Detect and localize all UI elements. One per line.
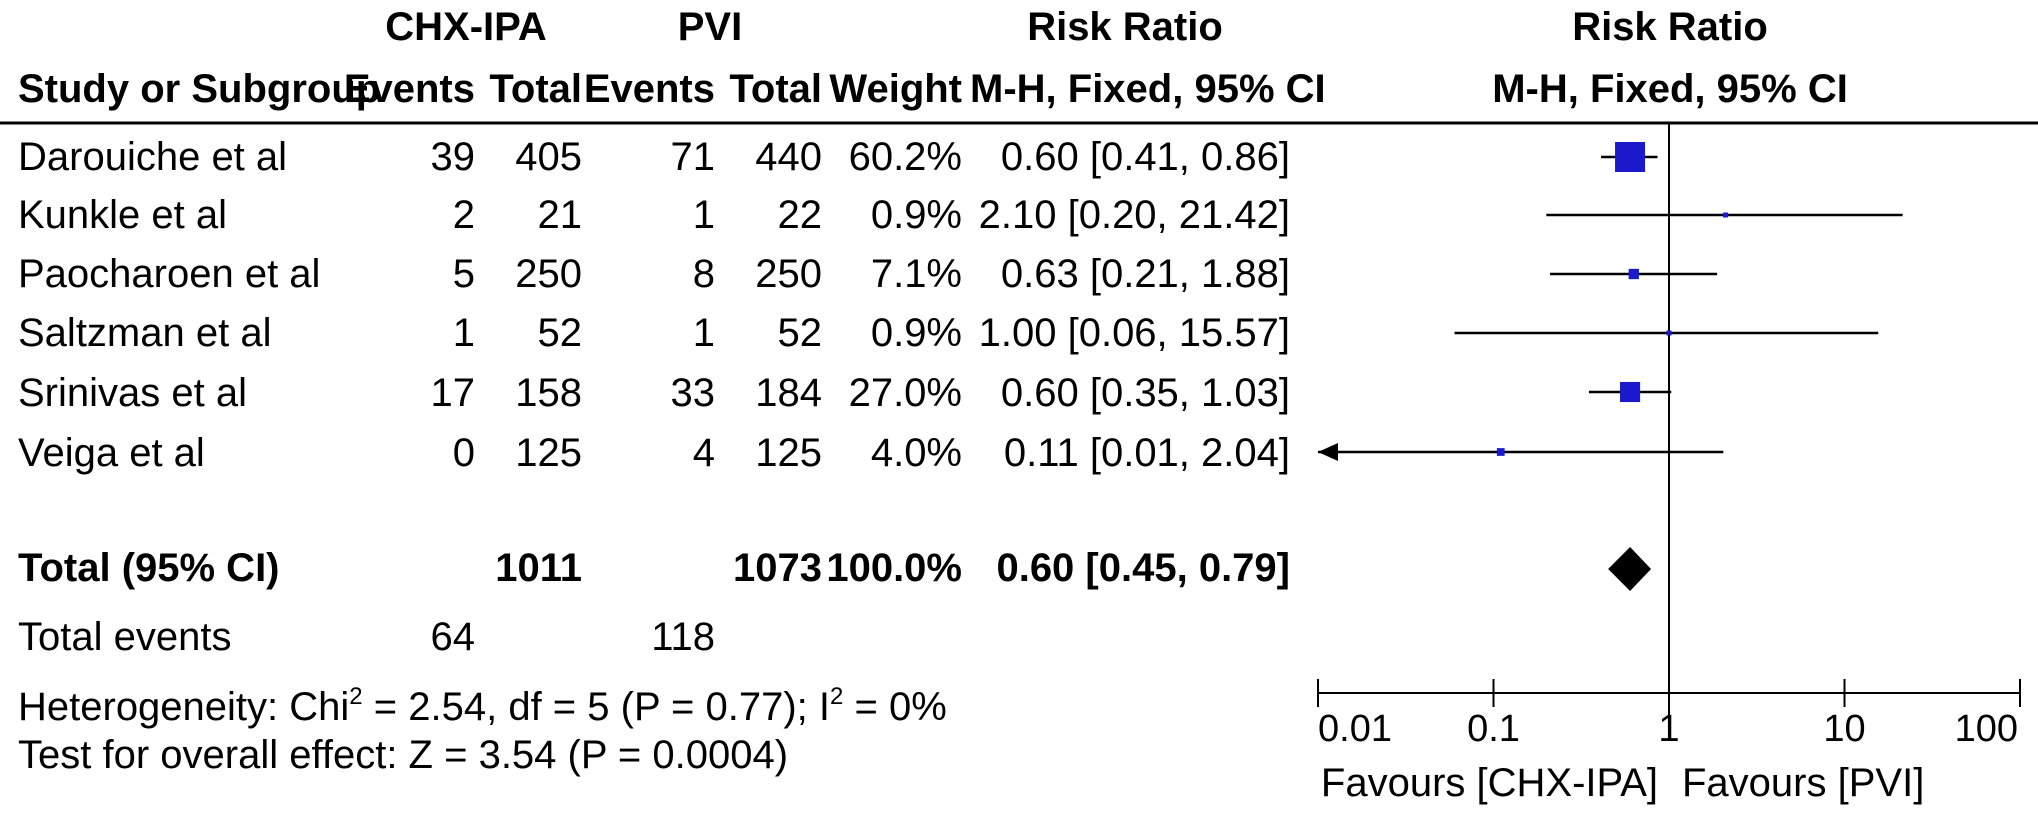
- total-n1: 1011: [495, 546, 582, 590]
- events1: 2: [452, 193, 475, 237]
- header-study: Study or Subgroup: [18, 67, 381, 111]
- study-name: Paocharoen et al: [18, 252, 321, 296]
- total-label: Total (95% CI): [18, 546, 280, 590]
- heterogeneity-prefix: Heterogeneity: Chi: [18, 685, 350, 729]
- study-name: Saltzman et al: [18, 311, 272, 355]
- events2: 71: [670, 135, 716, 179]
- total-events-label: Total events: [18, 615, 232, 659]
- ci-text: 2.10 [0.20, 21.42]: [978, 193, 1290, 237]
- x-tick-label: 0.01: [1318, 708, 1392, 750]
- header-group2: PVI: [677, 5, 743, 49]
- events2: 4: [692, 431, 715, 475]
- total-events-1: 64: [430, 615, 476, 659]
- total1: 21: [537, 193, 583, 237]
- total2: 125: [755, 431, 822, 475]
- study-square: [1496, 448, 1505, 456]
- events2: 8: [692, 252, 715, 296]
- ci-text: 0.60 [0.41, 0.86]: [1000, 135, 1290, 179]
- header-total1: Total: [489, 67, 582, 111]
- total1: 158: [515, 371, 582, 415]
- i-superscript: 2: [830, 683, 844, 710]
- total1: 250: [515, 252, 582, 296]
- chi-superscript: 2: [349, 683, 363, 710]
- header-method-plot: M-H, Fixed, 95% CI: [1492, 67, 1848, 111]
- weight: 0.9%: [870, 193, 962, 237]
- total-ci-text: 0.60 [0.45, 0.79]: [996, 546, 1290, 590]
- x-tick-label: 10: [1823, 708, 1865, 750]
- ci-text: 1.00 [0.06, 15.57]: [978, 311, 1290, 355]
- total2: 184: [755, 371, 822, 415]
- pooled-diamond: [1608, 547, 1652, 591]
- events1: 5: [452, 252, 475, 296]
- total2: 250: [755, 252, 822, 296]
- weight: 4.0%: [870, 431, 962, 475]
- weight: 27.0%: [848, 371, 962, 415]
- study-markers: [1318, 142, 1903, 591]
- study-square: [1620, 381, 1641, 403]
- heterogeneity-suffix: = 0%: [843, 685, 947, 729]
- header-group1: CHX-IPA: [385, 5, 547, 49]
- total2: 22: [777, 193, 823, 237]
- ci-text: 0.63 [0.21, 1.88]: [1000, 252, 1290, 296]
- x-tick-label: 1: [1658, 708, 1679, 750]
- total1: 125: [515, 431, 582, 475]
- header-events1: Events: [343, 67, 475, 111]
- study-name: Veiga et al: [18, 431, 205, 475]
- header-method-table: M-H, Fixed, 95% CI: [970, 67, 1326, 111]
- total1: 52: [537, 311, 583, 355]
- study-name: Darouiche et al: [18, 135, 288, 179]
- study-name: Kunkle et al: [18, 193, 228, 237]
- x-axis-ticks: 0.01 0.1 1 10 100: [1317, 679, 2021, 750]
- study-name: Srinivas et al: [18, 371, 247, 415]
- header-risk-ratio-plot: Risk Ratio: [1572, 5, 1768, 49]
- heterogeneity-text: Heterogeneity: Chi2 = 2.54, df = 5 (P = …: [18, 674, 947, 730]
- study-square: [1666, 330, 1672, 336]
- events1: 17: [430, 371, 476, 415]
- study-square: [1723, 212, 1729, 218]
- ci-text: 0.11 [0.01, 2.04]: [1003, 431, 1290, 475]
- weight: 60.2%: [848, 135, 962, 179]
- total-events-2: 118: [651, 615, 715, 659]
- total2: 440: [755, 135, 822, 179]
- favours-right-label: Favours [PVI]: [1682, 761, 1925, 805]
- heterogeneity-mid: = 2.54, df = 5 (P = 0.77); I: [362, 685, 830, 729]
- header-risk-ratio-table: Risk Ratio: [1027, 5, 1223, 49]
- favours-left-label: Favours [CHX-IPA]: [1320, 761, 1658, 805]
- total1: 405: [515, 135, 582, 179]
- study-square: [1628, 268, 1639, 280]
- header-weight: Weight: [829, 67, 962, 111]
- weight: 7.1%: [870, 252, 962, 296]
- total2: 52: [777, 311, 823, 355]
- header-total2: Total: [729, 67, 822, 111]
- total-n2: 1073: [733, 546, 822, 590]
- x-tick-label: 0.1: [1467, 708, 1520, 750]
- events1: 1: [452, 311, 475, 355]
- ci-text: 0.60 [0.35, 1.03]: [1000, 371, 1290, 415]
- events2: 1: [692, 193, 715, 237]
- overall-effect-text: Test for overall effect: Z = 3.54 (P = 0…: [18, 733, 789, 777]
- total-weight: 100.0%: [826, 546, 962, 590]
- ci-arrow: [1318, 443, 1338, 461]
- events1: 0: [452, 431, 475, 475]
- header-events2: Events: [583, 67, 715, 111]
- x-tick-label: 100: [1955, 708, 2018, 750]
- events2: 1: [692, 311, 715, 355]
- events1: 39: [430, 135, 476, 179]
- weight: 0.9%: [870, 311, 962, 355]
- study-square: [1615, 142, 1646, 172]
- events2: 33: [670, 371, 716, 415]
